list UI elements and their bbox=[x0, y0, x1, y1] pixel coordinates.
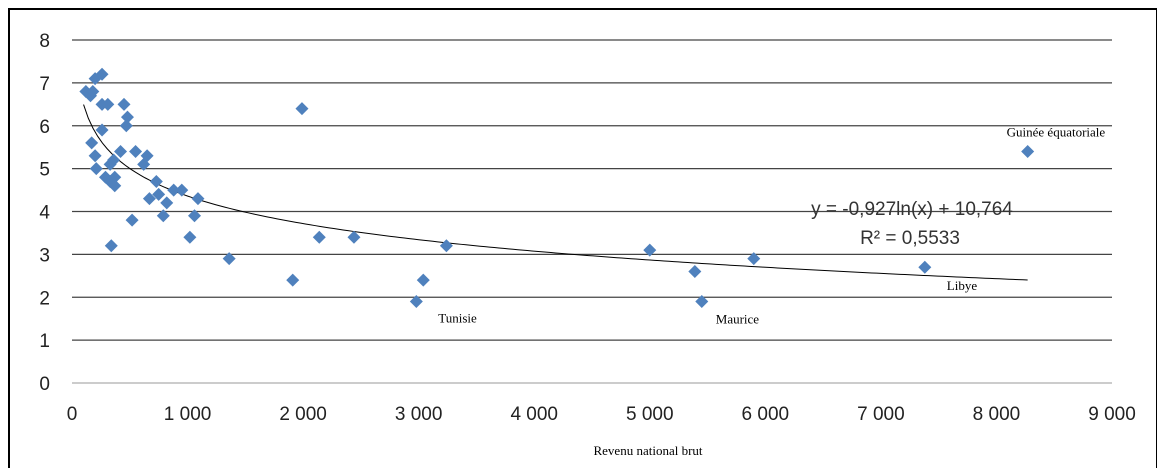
data-point bbox=[104, 239, 118, 253]
data-point bbox=[747, 252, 761, 266]
y-tick-label: 4 bbox=[39, 203, 50, 224]
data-point bbox=[1021, 144, 1035, 158]
data-point bbox=[117, 97, 131, 111]
data-point bbox=[114, 144, 128, 158]
y-tick-label: 2 bbox=[39, 288, 50, 309]
data-point bbox=[107, 153, 121, 167]
y-tick-label: 3 bbox=[39, 245, 50, 266]
data-point bbox=[119, 119, 133, 133]
point-annotation: Libye bbox=[947, 278, 978, 293]
data-point bbox=[108, 170, 122, 184]
data-point bbox=[101, 97, 115, 111]
point-annotation: Guinée équatoriale bbox=[1007, 124, 1106, 139]
data-point bbox=[695, 295, 709, 309]
data-point bbox=[88, 149, 102, 163]
point-annotations: Tunisie Maurice Libye Guinée équatoriale bbox=[438, 124, 1105, 326]
y-tick-label: 0 bbox=[39, 374, 50, 395]
x-tick-label: 7 000 bbox=[857, 404, 905, 425]
x-axis-tick-labels: 0 1 000 2 000 3 000 4 000 5 000 6 000 7 000 8 00… bbox=[67, 404, 1136, 425]
data-point bbox=[312, 230, 326, 244]
y-axis-tick-labels: 0 1 2 3 4 5 6 7 8 bbox=[39, 31, 50, 395]
data-point bbox=[295, 102, 309, 116]
data-point bbox=[183, 230, 197, 244]
data-point bbox=[129, 144, 143, 158]
scatter-chart: 0 1 2 3 4 5 6 7 8 0 1 000 2 000 3 000 4 000 5 000 6 00… bbox=[39, 31, 1136, 457]
data-point bbox=[108, 179, 122, 193]
trend-equation: y = -0,927ln(x) + 10,764 bbox=[811, 199, 1013, 220]
data-point bbox=[191, 192, 205, 206]
x-tick-label: 5 000 bbox=[626, 404, 674, 425]
y-tick-label: 5 bbox=[39, 160, 50, 181]
data-point bbox=[918, 260, 932, 274]
data-point bbox=[175, 183, 189, 197]
data-point bbox=[409, 295, 423, 309]
y-tick-label: 8 bbox=[39, 31, 50, 52]
y-tick-label: 6 bbox=[39, 117, 50, 138]
data-point bbox=[86, 84, 100, 98]
data-point bbox=[149, 174, 163, 188]
data-point bbox=[125, 213, 139, 227]
x-tick-label: 8 000 bbox=[973, 404, 1021, 425]
data-point bbox=[286, 273, 300, 287]
data-point bbox=[167, 183, 181, 197]
x-tick-label: 6 000 bbox=[742, 404, 790, 425]
x-tick-label: 2 000 bbox=[279, 404, 327, 425]
data-point bbox=[156, 209, 170, 223]
x-tick-label: 3 000 bbox=[395, 404, 443, 425]
trend-line bbox=[83, 104, 1028, 281]
data-point bbox=[120, 110, 134, 124]
data-point bbox=[89, 162, 103, 176]
data-point bbox=[95, 67, 109, 81]
log-trendline bbox=[83, 104, 1028, 281]
data-point bbox=[416, 273, 430, 287]
y-tick-label: 7 bbox=[39, 74, 50, 95]
data-point bbox=[347, 230, 361, 244]
point-annotation: Maurice bbox=[716, 312, 760, 327]
data-point bbox=[142, 192, 156, 206]
data-point bbox=[439, 239, 453, 253]
point-annotation: Tunisie bbox=[438, 311, 477, 326]
y-tick-label: 1 bbox=[39, 331, 50, 352]
data-point bbox=[95, 123, 109, 137]
data-point bbox=[85, 136, 99, 150]
x-tick-label: 9 000 bbox=[1088, 404, 1136, 425]
grid-lines bbox=[72, 39, 1112, 384]
data-point bbox=[688, 265, 702, 279]
data-points bbox=[79, 67, 1035, 309]
data-point bbox=[152, 187, 166, 201]
data-point bbox=[643, 243, 657, 257]
x-tick-label: 1 000 bbox=[164, 404, 212, 425]
data-point bbox=[222, 252, 236, 266]
x-axis-title: Revenu national brut bbox=[593, 443, 702, 457]
r-squared-label: R² = 0,5533 bbox=[860, 228, 960, 249]
data-point bbox=[187, 209, 201, 223]
data-point bbox=[160, 196, 174, 210]
x-tick-label: 4 000 bbox=[510, 404, 558, 425]
x-tick-label: 0 bbox=[67, 404, 78, 425]
data-point bbox=[140, 149, 154, 163]
